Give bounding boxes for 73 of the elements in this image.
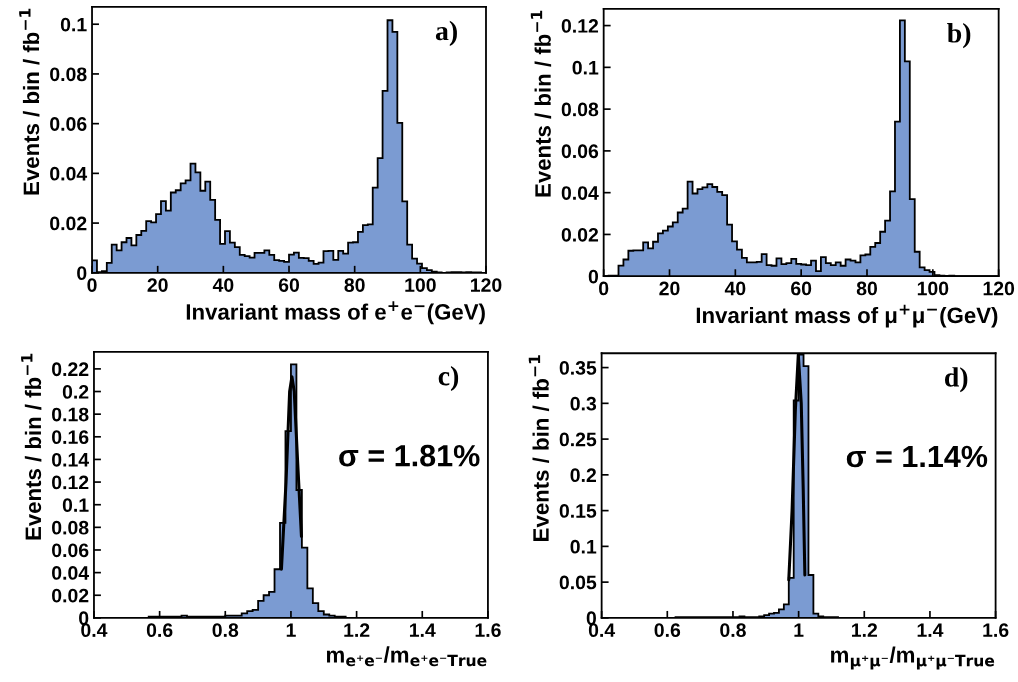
x-tick-label: 100 bbox=[405, 278, 436, 292]
x-axis-title: m$_{μ⁺μ⁻}$/m$_{μ⁺μ⁻True}$ bbox=[831, 646, 995, 670]
y-tick-label: 0 bbox=[79, 611, 89, 626]
x-tick-label: 120 bbox=[983, 281, 1015, 296]
annotation: σ = 1.81% bbox=[339, 444, 480, 467]
y-tick-label: 0.02 bbox=[52, 588, 89, 603]
x-tick-label: 40 bbox=[212, 278, 234, 292]
y-tick-label: 0 bbox=[586, 611, 596, 626]
y-tick-label: 0.04 bbox=[52, 566, 89, 580]
annotation: σ = 1.14% bbox=[846, 445, 988, 468]
y-tick-label: 0.1 bbox=[570, 539, 597, 554]
x-tick-label: 1 bbox=[794, 623, 804, 637]
y-tick-label: 0.1 bbox=[60, 17, 87, 32]
x-tick-label: 1 bbox=[286, 623, 296, 637]
annotation: b) bbox=[947, 23, 971, 49]
x-tick-label: 120 bbox=[471, 278, 502, 292]
x-tick-label: 1.2 bbox=[344, 623, 370, 637]
y-tick-label: 0.12 bbox=[561, 19, 599, 33]
x-tick-label: 1.6 bbox=[475, 623, 501, 638]
y-tick-label: 0.05 bbox=[559, 575, 597, 590]
x-tick-label: 1.4 bbox=[409, 623, 436, 637]
y-tick-label: 0.06 bbox=[50, 117, 87, 131]
x-tick-label: 1.2 bbox=[851, 623, 878, 637]
y-tick-label: 0.02 bbox=[50, 216, 87, 231]
y-tick-label: 0.04 bbox=[50, 166, 88, 181]
y-tick-label: 0.18 bbox=[52, 407, 89, 422]
y-tick-label: 0.3 bbox=[570, 396, 597, 411]
x-axis-title: m$_{e⁺e⁻}$/m$_{e⁺e⁻True}$ bbox=[326, 646, 487, 667]
x-axis-title: Invariant mass of e$^{+}$e$^{−}$(GeV) bbox=[186, 301, 485, 325]
y-axis-title: Events / bin / fb$^{−1}$ bbox=[530, 10, 552, 197]
x-tick-label: 0.6 bbox=[146, 623, 173, 638]
annotation: d) bbox=[944, 367, 968, 393]
x-tick-label: 0.4 bbox=[588, 623, 616, 638]
x-tick-label: 60 bbox=[791, 281, 812, 296]
y-tick-label: 0.2 bbox=[62, 384, 89, 399]
y-tick-label: 0.08 bbox=[52, 520, 89, 535]
x-tick-label: 0.4 bbox=[81, 623, 108, 638]
y-axis-title: Events / bin / fb$^{−1}$ bbox=[21, 353, 42, 540]
y-tick-label: 0.08 bbox=[561, 102, 599, 117]
x-tick-label: 80 bbox=[856, 281, 878, 296]
x-tick-label: 1.6 bbox=[983, 623, 1009, 638]
x-tick-label: 20 bbox=[659, 281, 680, 296]
y-axis-title: Events / bin / fb$^{−1}$ bbox=[528, 355, 550, 541]
y-tick-label: 0.12 bbox=[52, 475, 89, 490]
y-tick-label: 0 bbox=[77, 266, 87, 281]
x-tick-label: 60 bbox=[278, 278, 300, 292]
annotation: a) bbox=[435, 20, 457, 47]
y-tick-label: 0.08 bbox=[50, 67, 87, 82]
y-tick-label: 0.1 bbox=[572, 60, 599, 75]
y-tick-label: 0.16 bbox=[52, 430, 89, 445]
x-tick-label: 0 bbox=[599, 281, 609, 296]
x-tick-label: 80 bbox=[344, 278, 365, 292]
x-tick-label: 0.8 bbox=[212, 623, 239, 638]
x-tick-label: 100 bbox=[917, 281, 949, 296]
x-tick-label: 20 bbox=[147, 278, 168, 292]
y-tick-label: 0.06 bbox=[52, 543, 89, 558]
y-tick-label: 0.35 bbox=[559, 361, 597, 375]
y-axis-title: Events / bin / fb$^{−1}$ bbox=[19, 8, 40, 195]
y-tick-label: 0.22 bbox=[52, 362, 89, 377]
y-tick-label: 0.14 bbox=[52, 452, 89, 467]
x-tick-label: 40 bbox=[724, 281, 746, 296]
x-tick-label: 0.8 bbox=[720, 623, 746, 638]
x-tick-label: 0.6 bbox=[654, 623, 681, 638]
y-tick-label: 0.06 bbox=[561, 144, 599, 159]
y-tick-label: 0.2 bbox=[570, 468, 596, 483]
x-axis-title: Invariant mass of μ$^{+}$μ$^{−}$(GeV) bbox=[696, 304, 998, 328]
x-tick-label: 1.4 bbox=[917, 623, 944, 637]
y-tick-label: 0.04 bbox=[561, 186, 599, 200]
annotation: c) bbox=[438, 365, 459, 392]
y-tick-label: 0.1 bbox=[62, 498, 89, 512]
y-tick-label: 0.02 bbox=[561, 227, 599, 242]
y-tick-label: 0.25 bbox=[559, 432, 597, 447]
y-tick-label: 0.15 bbox=[559, 504, 597, 518]
